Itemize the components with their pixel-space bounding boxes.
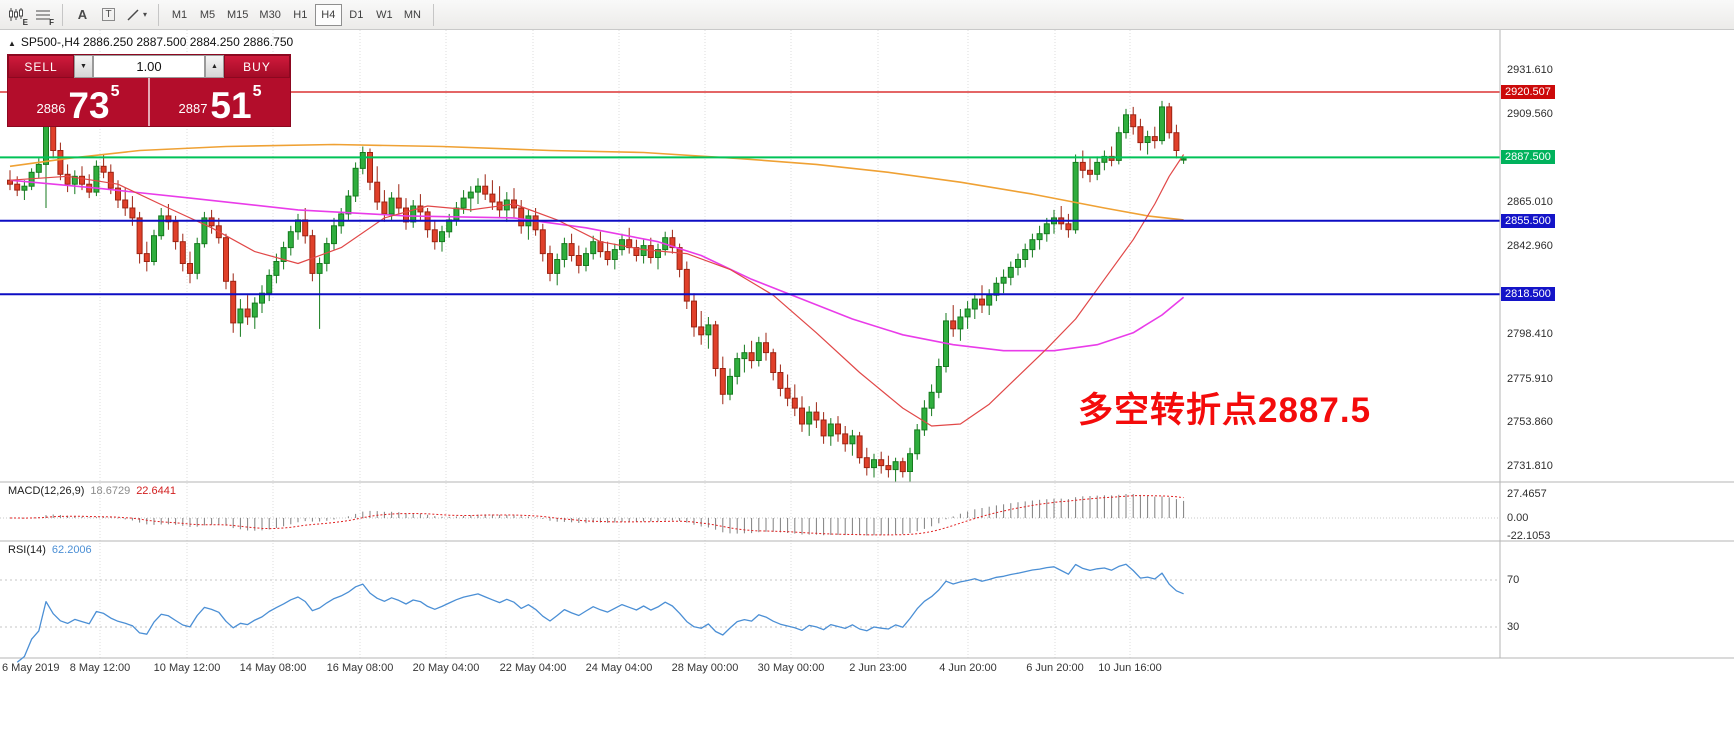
- bid-ask-row: 2886 73 5 2887 51 5: [8, 78, 290, 126]
- ask-pipette: 5: [252, 83, 262, 100]
- price-axis-badge: 2855.500: [1501, 213, 1555, 228]
- rsi-value: 62.2006: [51, 544, 92, 556]
- price-axis-badge: 2818.500: [1501, 287, 1555, 302]
- timeframe-h4[interactable]: H4: [314, 3, 342, 26]
- tool-sub-label: F: [49, 17, 54, 27]
- price-axis-label: 2753.860: [1507, 416, 1553, 429]
- toolbar-separator: [158, 3, 160, 26]
- macd-axis-label: -22.1053: [1507, 530, 1551, 542]
- macd-axis-label: 0.00: [1507, 512, 1529, 524]
- letter-t-glyph: T: [102, 8, 115, 21]
- rsi-name: RSI(14): [8, 544, 46, 556]
- timeframe-mn[interactable]: MN: [399, 4, 426, 26]
- price-axis-label: 2798.410: [1507, 328, 1553, 340]
- price-axis-label: 2909.560: [1507, 107, 1553, 120]
- mini-list-icon: [35, 10, 50, 19]
- bid-pips: 73: [68, 85, 110, 126]
- time-axis-label: 6 Jun 20:00: [1026, 662, 1084, 674]
- macd-main-value: 18.6729: [90, 485, 131, 497]
- letter-a-glyph: A: [77, 7, 88, 22]
- text-a-tool-icon[interactable]: A: [70, 3, 95, 27]
- time-axis-label: 16 May 08:00: [326, 662, 394, 674]
- time-axis-label: 30 May 00:00: [757, 662, 825, 674]
- rsi-axis-label: 30: [1507, 621, 1520, 633]
- sell-button[interactable]: SELL: [8, 55, 74, 78]
- one-click-trading-panel: SELL ▼ ▲ BUY 2886 73 5 2887 51 5: [8, 55, 290, 126]
- trade-controls-row: SELL ▼ ▲ BUY: [8, 55, 290, 78]
- toolbar-separator: [62, 3, 63, 26]
- volume-input[interactable]: [93, 55, 205, 78]
- rsi-axis-label: 70: [1507, 574, 1520, 586]
- timeframe-h1[interactable]: H1: [287, 4, 314, 26]
- timeframe-m1[interactable]: M1: [166, 4, 193, 26]
- timeframe-m15[interactable]: M15: [222, 4, 253, 26]
- mini-candles-icon: [9, 8, 23, 21]
- bid-pipette: 5: [110, 83, 120, 100]
- timeframe-toolbar: M1 M5 M15 M30 H1 H4 D1 W1 MN: [166, 3, 426, 26]
- price-axis-label: 2731.810: [1507, 460, 1553, 472]
- time-axis-label: 2 Jun 23:00: [849, 662, 907, 674]
- time-axis-label: 10 Jun 16:00: [1098, 662, 1162, 674]
- trendline-icon: [127, 8, 139, 21]
- timeframe-w1[interactable]: W1: [371, 4, 398, 26]
- time-axis-label: 4 Jun 20:00: [939, 662, 997, 674]
- symbol-header: ▲ SP500-,H4 2886.250 2887.500 2884.250 28…: [8, 35, 293, 49]
- price-axis-label: 2865.010: [1507, 196, 1553, 208]
- time-axis-label: 10 May 12:00: [153, 662, 221, 674]
- price-axis-label: 2931.610: [1507, 64, 1553, 76]
- draw-line-tool-icon[interactable]: ▾: [122, 3, 151, 27]
- time-axis-label: 14 May 08:00: [239, 662, 307, 674]
- volume-decrease-button[interactable]: ▼: [74, 55, 93, 78]
- chevron-up-icon: ▲: [211, 63, 218, 70]
- volume-increase-button[interactable]: ▲: [205, 55, 224, 78]
- list-tool-icon[interactable]: F: [30, 3, 55, 27]
- chevron-down-icon: ▾: [143, 10, 148, 19]
- price-axis-label: 2842.960: [1507, 239, 1553, 252]
- macd-signal-value: 22.6441: [136, 485, 176, 497]
- time-axis-label: 8 May 12:00: [69, 662, 131, 674]
- macd-indicator-label: MACD(12,26,9) 18.6729 22.6441: [8, 485, 176, 497]
- macd-name: MACD(12,26,9): [8, 485, 85, 497]
- tool-sub-label: E: [22, 17, 28, 27]
- time-axis-label: 24 May 04:00: [585, 662, 653, 674]
- collapse-chart-icon[interactable]: ▲: [8, 39, 16, 48]
- symbol-ohlc-text: SP500-,H4 2886.250 2887.500 2884.250 288…: [20, 35, 294, 49]
- timeframe-m30[interactable]: M30: [254, 4, 285, 26]
- buy-button[interactable]: BUY: [224, 55, 290, 78]
- bid-price[interactable]: 2886 73 5: [8, 78, 148, 126]
- time-axis-label: 6 May 2019: [2, 662, 60, 674]
- time-axis-label: 28 May 00:00: [671, 662, 739, 674]
- timeframe-m5[interactable]: M5: [194, 4, 221, 26]
- chart-annotation-text: 多空转折点2887.5: [1078, 391, 1372, 430]
- rsi-indicator-label: RSI(14) 62.2006: [8, 544, 92, 556]
- timeframe-d1[interactable]: D1: [343, 4, 370, 26]
- macd-axis-label: 27.4657: [1507, 488, 1547, 500]
- candles-tool-icon[interactable]: E: [4, 3, 29, 27]
- main-toolbar: E F A T ▾ M1 M5 M15 M30 H1 H4 D1 W1 MN: [0, 0, 1734, 30]
- ask-price[interactable]: 2887 51 5: [150, 78, 290, 126]
- ask-pips: 51: [210, 85, 252, 126]
- chevron-down-icon: ▼: [80, 63, 87, 70]
- bid-integer: 2886: [36, 101, 66, 116]
- price-axis-badge: 2887.500: [1501, 150, 1555, 165]
- price-axis-label: 2775.910: [1507, 372, 1553, 385]
- text-t-tool-icon[interactable]: T: [96, 3, 121, 27]
- time-axis-label: 20 May 04:00: [412, 662, 480, 674]
- bid-ask-divider: [148, 78, 150, 126]
- toolbar-separator: [432, 3, 434, 26]
- ask-integer: 2887: [178, 101, 208, 116]
- time-axis-label: 22 May 04:00: [499, 662, 567, 674]
- price-axis-badge: 2920.507: [1501, 85, 1555, 99]
